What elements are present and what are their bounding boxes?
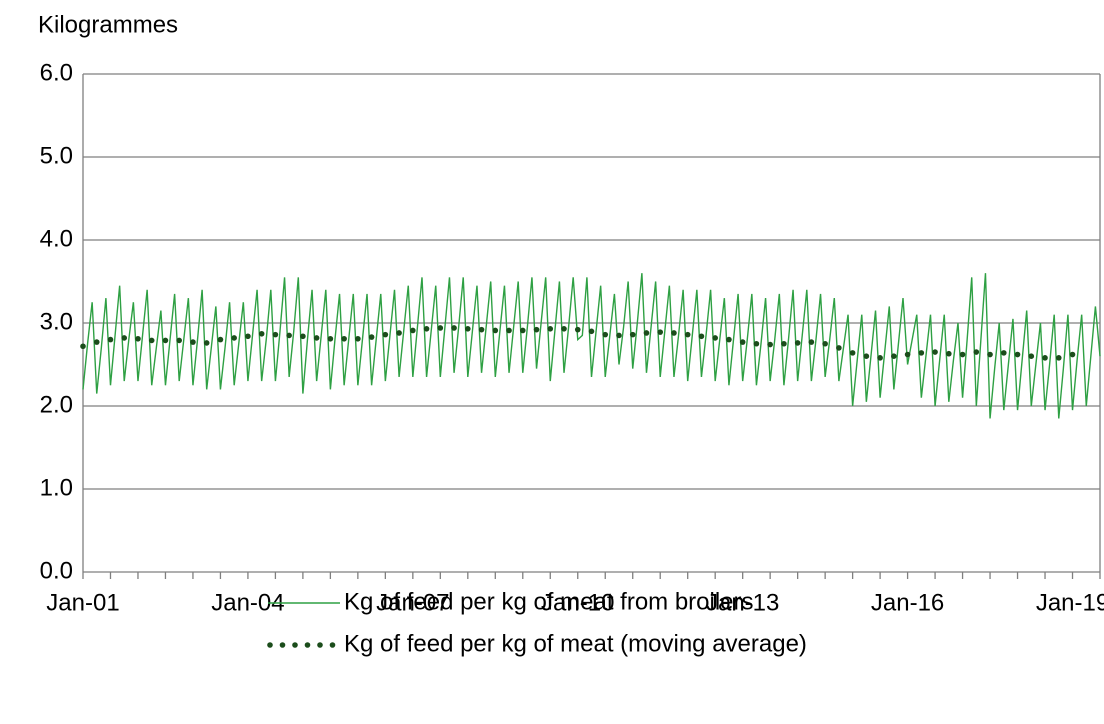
x-tick-label: Jan-19 <box>1036 589 1104 616</box>
average-dot <box>946 350 952 357</box>
x-tick-label: Jan-16 <box>871 589 944 616</box>
average-dot <box>863 353 870 360</box>
legend-swatch <box>304 642 311 648</box>
average-dot <box>80 343 86 350</box>
legend-label: Kg of feed per kg of meat (moving averag… <box>344 630 807 657</box>
average-dot <box>877 355 883 361</box>
average-dot <box>712 335 718 341</box>
average-dot <box>671 330 677 336</box>
average-dot <box>396 330 402 336</box>
average-dot <box>121 335 128 341</box>
average-dot <box>519 327 526 334</box>
average-dot <box>1028 353 1035 360</box>
average-dot <box>822 340 828 347</box>
average-dot <box>107 336 114 343</box>
average-dot <box>794 340 801 346</box>
average-dot <box>162 337 169 344</box>
average-dot <box>932 349 938 355</box>
average-dot <box>891 353 897 360</box>
legend-swatch <box>267 642 273 648</box>
average-dot <box>849 350 856 356</box>
average-dot <box>574 326 581 333</box>
average-dot <box>451 325 457 331</box>
average-dot <box>959 351 966 358</box>
average-dot <box>135 335 141 342</box>
x-tick-label: Jan-13 <box>706 589 779 616</box>
average-dot <box>643 330 650 336</box>
average-dot <box>217 336 224 343</box>
average-dot <box>313 335 320 341</box>
average-dot <box>808 339 815 345</box>
average-dot <box>987 351 993 358</box>
average-dot <box>203 340 210 346</box>
average-dot <box>258 330 265 337</box>
average-dot <box>368 334 375 340</box>
average-dot <box>726 336 732 343</box>
x-tick-label: Jan-10 <box>541 589 614 616</box>
average-dot <box>148 337 155 344</box>
average-dot <box>698 333 705 340</box>
average-dot <box>561 326 567 332</box>
legend-label: Kg of feed per kg of meat from broilers <box>344 588 754 615</box>
y-tick-label: 6.0 <box>40 59 73 86</box>
average-dot <box>1069 351 1076 358</box>
average-dot <box>629 331 636 338</box>
average-dot <box>1000 350 1007 356</box>
y-tick-label: 5.0 <box>40 142 73 169</box>
data-line <box>82 273 1101 419</box>
average-dot <box>684 331 691 338</box>
average-dot <box>739 339 746 345</box>
average-dot <box>478 326 485 333</box>
x-tick-label: Jan-07 <box>376 589 449 616</box>
average-dot <box>547 326 554 332</box>
average-dot <box>753 340 760 347</box>
average-dot <box>327 335 334 342</box>
y-tick-label: 2.0 <box>40 391 73 418</box>
average-dot <box>657 329 664 335</box>
average-dot <box>190 339 196 345</box>
legend-swatch <box>279 642 286 648</box>
average-dot <box>176 337 183 344</box>
average-dot <box>918 350 925 356</box>
y-tick-label: 0.0 <box>40 557 73 584</box>
average-dot <box>602 331 609 338</box>
average-dot <box>382 331 389 338</box>
x-tick-label: Jan-01 <box>46 589 119 616</box>
average-dot <box>616 332 622 339</box>
average-dot <box>272 331 279 338</box>
average-dot <box>767 341 773 348</box>
legend-swatch <box>317 642 323 648</box>
average-dot <box>93 339 100 345</box>
legend-swatch <box>329 642 336 648</box>
average-dot <box>1055 355 1062 361</box>
average-dot <box>492 327 499 334</box>
average-dot <box>1014 351 1021 358</box>
y-tick-label: 4.0 <box>40 225 73 252</box>
average-dot <box>300 333 306 340</box>
average-dot <box>781 340 787 347</box>
average-dot <box>355 335 361 342</box>
average-dot <box>973 349 980 355</box>
y-axis-label: Kilogrammes <box>38 11 178 38</box>
average-dot <box>437 325 444 331</box>
average-dot <box>533 326 540 333</box>
average-dot <box>465 326 471 332</box>
y-tick-label: 1.0 <box>40 474 73 501</box>
average-dot <box>904 351 911 358</box>
average-dot <box>245 333 251 340</box>
average-dot <box>410 327 416 334</box>
average-dot <box>341 335 347 342</box>
average-dot <box>506 327 512 334</box>
average-dot <box>836 345 842 351</box>
legend-swatch <box>292 642 298 648</box>
average-dot <box>588 328 595 335</box>
average-dot <box>423 326 430 332</box>
average-dot <box>231 335 237 341</box>
y-tick-label: 3.0 <box>40 308 73 335</box>
average-dot <box>1042 355 1048 361</box>
average-dot <box>286 332 292 339</box>
